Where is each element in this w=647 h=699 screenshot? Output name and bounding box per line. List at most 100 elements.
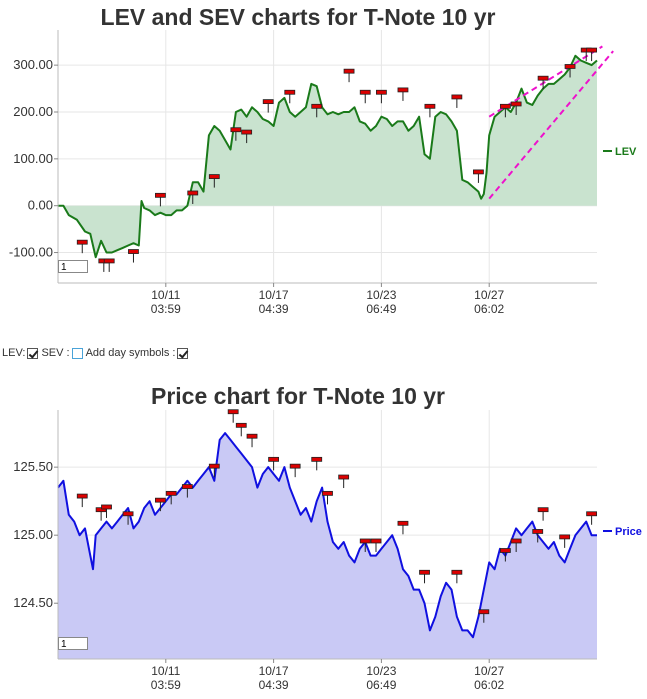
price-symbol-flag <box>359 538 371 544</box>
lev-y-tick-label: 300.00 <box>13 57 53 72</box>
lev-symbol-flag <box>155 192 166 198</box>
lev-day-symbol <box>499 103 511 118</box>
price-symbol-flag <box>478 609 490 615</box>
price-symbol-flag <box>122 511 134 517</box>
price-symbol-flag <box>322 490 333 496</box>
lev-symbol-flag <box>359 89 371 95</box>
lev-x-tick-label: 06:49 <box>366 302 396 316</box>
lev-day-symbol <box>359 89 371 104</box>
price-x-tick-label: 06:02 <box>474 678 504 692</box>
price-day-symbol <box>95 507 107 521</box>
lev-day-symbol <box>564 64 576 78</box>
price-symbol-flag <box>499 548 511 553</box>
lev-y-tick-label: 0.00 <box>28 198 53 213</box>
lev-day-symbol <box>397 87 409 101</box>
price-symbol-flag <box>537 507 549 513</box>
lev-y-tick-label: 200.00 <box>13 104 53 119</box>
lev-day-symbol <box>375 89 387 104</box>
price-day-symbol <box>559 534 571 548</box>
price-x-tick-label: 10/17 <box>259 664 289 678</box>
lev-area <box>58 54 598 259</box>
price-day-symbol <box>181 484 193 498</box>
price-area <box>57 432 597 659</box>
price-symbol-flag <box>532 529 544 534</box>
price-day-symbol <box>165 490 177 505</box>
lev-day-symbol <box>343 68 355 83</box>
lev-day-symbol <box>76 239 88 254</box>
lev-day-symbol <box>586 47 598 62</box>
price-symbol-flag <box>235 422 247 428</box>
price-day-symbol <box>451 569 463 584</box>
price-symbol-flag <box>559 534 571 540</box>
lev-day-symbol <box>311 103 323 118</box>
price-chart-title: Price chart for T-Note 10 yr <box>151 383 445 409</box>
price-symbol-flag <box>268 456 280 462</box>
price-symbol-flag <box>165 490 177 496</box>
lev-chart-title: LEV and SEV charts for T-Note 10 yr <box>101 4 496 30</box>
lev-checkbox[interactable] <box>27 347 39 359</box>
lev-symbol-flag <box>103 258 115 264</box>
sev-checkbox[interactable] <box>71 347 83 359</box>
price-day-symbol <box>419 569 430 584</box>
price-day-symbol <box>155 497 166 512</box>
price-day-symbol <box>499 548 511 562</box>
price-day-symbol <box>586 511 598 525</box>
lev-day-symbol <box>128 249 139 263</box>
day-symbols-checkbox[interactable] <box>177 347 189 359</box>
lev-day-symbol <box>473 169 484 183</box>
lev-toggle-label: LEV: <box>2 347 26 359</box>
price-x-tick-label: 10/11 <box>151 664 180 678</box>
chart-controls: LEV: SEV : Add day symbols : <box>2 344 191 362</box>
lev-symbol-flag <box>586 47 598 53</box>
price-y-tick-label: 125.00 <box>13 527 53 542</box>
lev-legend: LEV <box>603 146 637 158</box>
price-x-tick-label: 06:49 <box>366 678 396 692</box>
lev-day-symbol <box>103 258 115 272</box>
lev-symbol-flag <box>397 87 409 93</box>
lev-day-symbol <box>284 89 296 104</box>
price-day-symbol <box>101 504 112 518</box>
lev-symbol-flag <box>187 190 199 196</box>
lev-symbol-flag <box>473 169 484 175</box>
lev-trendline <box>488 50 614 200</box>
price-day-symbol <box>510 538 522 552</box>
price-day-symbol <box>235 422 247 437</box>
price-day-symbol <box>322 490 333 505</box>
lev-day-symbols <box>76 47 598 272</box>
price-axes: 125.50125.00124.5010/1103:5910/1704:3910… <box>13 410 597 692</box>
price-x-tick-label: 03:59 <box>151 678 181 692</box>
lev-zoom-input[interactable]: 1 <box>58 260 88 273</box>
lev-day-symbol <box>537 75 549 90</box>
price-symbol-flag <box>451 569 463 575</box>
price-symbol-flag <box>101 504 112 510</box>
price-day-symbol <box>76 493 88 508</box>
price-symbol-flag <box>208 463 220 469</box>
lev-day-symbol <box>155 192 166 207</box>
price-series-line <box>57 432 597 639</box>
lev-symbol-flag <box>564 64 576 69</box>
price-symbol-flag <box>397 520 409 526</box>
lev-symbol-flag <box>311 103 323 109</box>
lev-symbol-flag <box>451 94 463 100</box>
lev-day-symbol <box>510 101 522 115</box>
price-fill <box>58 433 597 659</box>
lev-day-symbol <box>241 129 253 144</box>
price-symbol-flag <box>246 433 258 439</box>
lev-fill <box>58 55 597 258</box>
price-day-symbol <box>268 456 280 471</box>
lev-x-tick-label: 03:59 <box>151 302 181 316</box>
price-zoom-input[interactable]: 1 <box>58 637 88 650</box>
lev-symbol-flag <box>262 99 274 105</box>
lev-x-tick-label: 10/11 <box>151 288 180 302</box>
price-day-symbol <box>227 409 239 423</box>
price-x-tick-label: 10/23 <box>366 664 396 678</box>
price-day-symbol <box>359 538 371 552</box>
price-day-symbol <box>208 463 220 478</box>
price-day-symbol <box>289 463 301 478</box>
price-symbol-flag <box>586 511 598 517</box>
lev-day-symbol <box>208 174 220 188</box>
price-chart: Price chart for T-Note 10 yr 125.50 125.0… <box>13 383 642 692</box>
price-legend: Price <box>603 526 642 538</box>
price-day-symbol <box>397 520 409 535</box>
price-symbol-flag <box>510 538 522 544</box>
